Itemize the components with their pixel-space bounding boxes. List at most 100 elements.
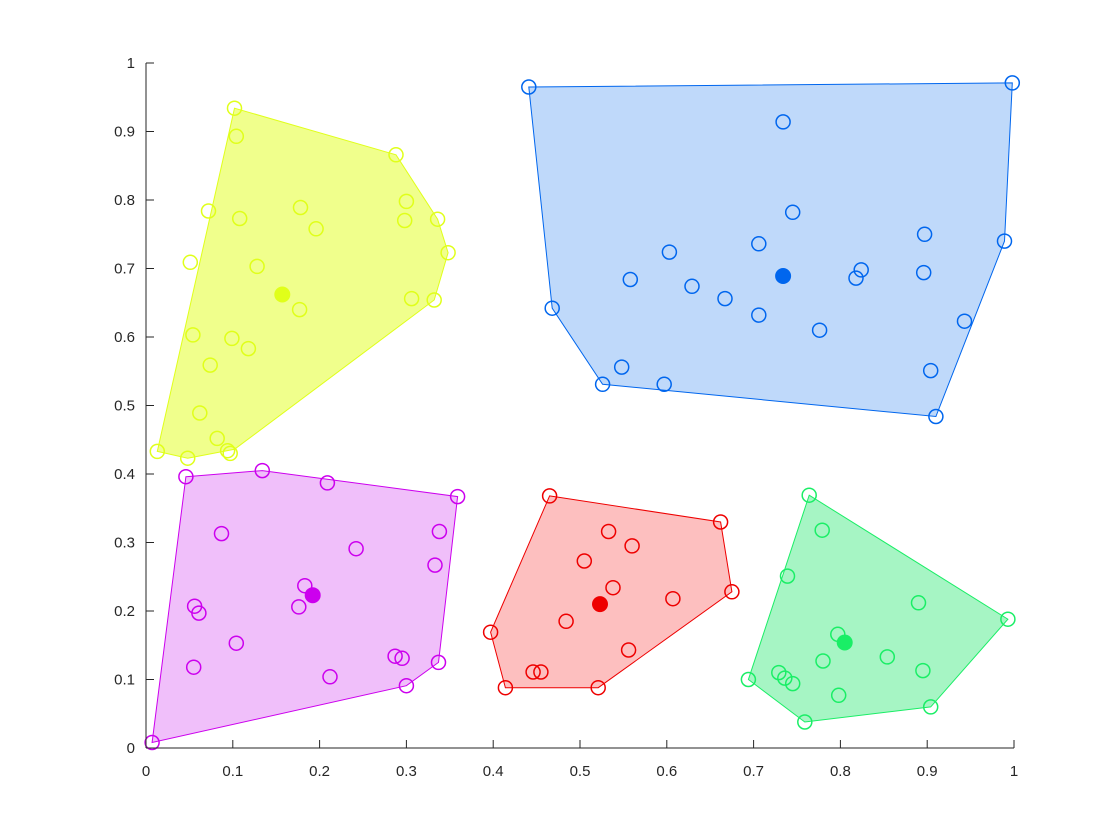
data-point xyxy=(254,462,271,479)
data-point xyxy=(928,408,944,425)
data-point xyxy=(226,100,243,116)
data-point xyxy=(777,670,793,686)
x-tick-label: 0.3 xyxy=(396,763,417,780)
data-point xyxy=(185,659,202,675)
data-point xyxy=(922,699,939,715)
x-ticks: 0 0.1 0.2 0.3 0.4 0.5 0.6 0.7 0.8 0.9 1 xyxy=(142,740,1018,780)
data-point xyxy=(213,525,230,542)
data-point xyxy=(541,488,558,504)
data-point xyxy=(396,212,413,229)
data-point xyxy=(449,488,466,505)
data-point xyxy=(600,523,617,540)
data-point xyxy=(178,468,194,485)
data-point xyxy=(292,199,309,216)
cluster-hull-5 xyxy=(747,494,1009,723)
cluster-hull-3 xyxy=(151,470,459,744)
data-point xyxy=(751,236,767,252)
data-point xyxy=(291,599,307,615)
y-tick-label: 0 xyxy=(127,740,135,757)
data-point xyxy=(429,211,446,227)
y-tick-label: 0.9 xyxy=(114,124,135,141)
data-point xyxy=(200,203,217,219)
data-point xyxy=(231,210,248,227)
data-point xyxy=(590,679,606,696)
data-point xyxy=(848,270,864,286)
data-point xyxy=(497,679,514,696)
x-tick-label: 0.8 xyxy=(830,763,851,780)
x-tick-label: 0.6 xyxy=(656,763,677,780)
data-point xyxy=(879,649,896,665)
data-point xyxy=(533,664,549,680)
y-tick-label: 0.1 xyxy=(114,672,135,689)
x-tick-label: 0.1 xyxy=(222,763,243,780)
data-point xyxy=(149,443,166,460)
data-point xyxy=(622,271,639,288)
cluster-centroid-3 xyxy=(304,587,321,604)
data-point xyxy=(440,244,456,261)
data-point xyxy=(291,301,308,318)
data-point xyxy=(853,262,869,278)
data-point xyxy=(297,577,313,594)
data-point xyxy=(431,523,448,540)
cluster-centroid-1 xyxy=(274,286,291,303)
data-point xyxy=(240,340,257,357)
x-tick-label: 0.7 xyxy=(743,763,764,780)
data-point xyxy=(228,128,245,145)
y-tick-label: 0.4 xyxy=(114,466,135,483)
data-point xyxy=(915,662,931,679)
data-point xyxy=(717,290,733,307)
data-point xyxy=(322,669,338,685)
data-point xyxy=(521,79,537,95)
data-point xyxy=(815,653,831,669)
x-tick-label: 0.5 xyxy=(570,763,591,780)
data-point xyxy=(751,307,767,323)
data-point xyxy=(922,362,939,379)
data-point xyxy=(605,579,621,596)
data-point xyxy=(182,254,199,271)
data-point xyxy=(620,642,637,658)
data-point xyxy=(426,292,442,308)
data-point xyxy=(427,557,443,573)
data-point xyxy=(684,278,700,295)
data-point xyxy=(661,244,678,260)
data-point xyxy=(185,327,201,343)
data-point xyxy=(179,450,196,466)
data-point xyxy=(403,290,420,307)
y-tick-label: 0.3 xyxy=(114,535,135,552)
data-point xyxy=(348,540,364,557)
y-tick-label: 0.5 xyxy=(114,398,135,415)
data-point xyxy=(219,442,236,459)
data-point xyxy=(712,514,729,530)
y-tick-label: 0.6 xyxy=(114,329,135,346)
data-point xyxy=(398,193,415,210)
data-point xyxy=(916,226,933,243)
data-point xyxy=(801,487,817,503)
data-point xyxy=(784,675,801,692)
data-point xyxy=(724,584,740,600)
data-point xyxy=(665,590,681,607)
data-point xyxy=(1000,611,1016,627)
x-tick-label: 0.9 xyxy=(917,763,938,780)
data-point xyxy=(811,322,828,338)
data-point xyxy=(544,300,560,316)
data-point xyxy=(191,605,207,621)
cluster-hulls xyxy=(151,82,1013,744)
data-point xyxy=(224,330,240,347)
cluster-centroid-5 xyxy=(836,634,853,651)
cluster-centroid-2 xyxy=(775,268,792,284)
x-tick-label: 0 xyxy=(142,763,150,780)
data-point xyxy=(430,654,447,671)
data-point xyxy=(814,522,830,538)
data-point xyxy=(910,595,927,611)
data-point xyxy=(779,568,796,584)
data-point xyxy=(228,635,245,651)
cluster-points xyxy=(144,75,1021,751)
data-point xyxy=(771,664,787,681)
data-point xyxy=(319,475,336,491)
data-point xyxy=(624,538,640,554)
data-point xyxy=(249,258,265,275)
data-point xyxy=(398,677,415,694)
y-tick-label: 1 xyxy=(127,55,135,72)
data-point xyxy=(956,313,973,329)
